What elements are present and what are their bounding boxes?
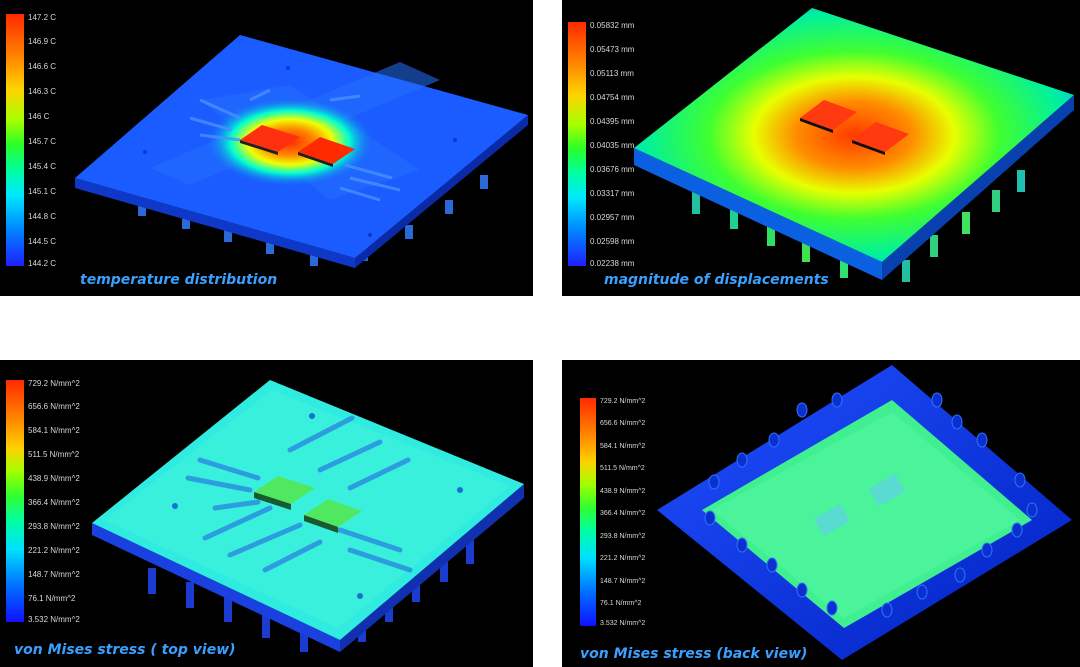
stress-back-color-legend: 729.2 N/mm^2 656.6 N/mm^2 584.1 N/mm^2 5…	[580, 398, 660, 627]
stress-top-plate-render	[92, 380, 524, 652]
legend-tick: 584.1 N/mm^2	[600, 443, 646, 450]
temperature-color-legend: 147.2 C 146.9 C 146.6 C 146.3 C 146 C 14…	[6, 13, 86, 268]
legend-tick: 0.02957 mm	[590, 213, 635, 222]
legend-tick: 729.2 N/mm^2	[28, 379, 80, 388]
legend-tick: 0.04754 mm	[590, 93, 635, 102]
legend-tick: 511.5 N/mm^2	[28, 450, 80, 459]
legend-tick: 148.7 N/mm^2	[28, 570, 80, 579]
legend-color-bar	[6, 14, 24, 266]
panel-caption: temperature distribution	[80, 272, 278, 288]
legend-tick: 146.6 C	[28, 62, 57, 71]
legend-tick: 438.9 N/mm^2	[28, 474, 80, 483]
legend-tick: 729.2 N/mm^2	[600, 398, 646, 405]
legend-tick: 144.2 C	[28, 259, 57, 268]
legend-tick: 656.6 N/mm^2	[28, 402, 80, 411]
legend-tick: 366.4 N/mm^2	[600, 510, 646, 517]
legend-tick: 144.5 C	[28, 237, 57, 246]
legend-tick: 0.02598 mm	[590, 237, 635, 246]
panel-caption: von Mises stress (back view)	[580, 646, 808, 662]
legend-tick: 147.2 C	[28, 13, 57, 22]
panel-caption: von Mises stress ( top view)	[14, 642, 236, 658]
stress-back-panel: 729.2 N/mm^2 656.6 N/mm^2 584.1 N/mm^2 5…	[562, 360, 1080, 667]
legend-tick: 366.4 N/mm^2	[28, 498, 80, 507]
legend-tick: 221.2 N/mm^2	[600, 555, 646, 562]
legend-tick: 146.9 C	[28, 37, 57, 46]
legend-color-bar	[6, 380, 24, 622]
legend-tick: 511.5 N/mm^2	[600, 465, 645, 472]
legend-tick: 0.03317 mm	[590, 189, 635, 198]
legend-color-bar	[580, 398, 596, 626]
panel-caption: magnitude of displacements	[604, 272, 829, 288]
temperature-panel: 147.2 C 146.9 C 146.6 C 146.3 C 146 C 14…	[0, 0, 533, 296]
legend-color-bar	[568, 22, 586, 266]
legend-tick: 0.03676 mm	[590, 165, 635, 174]
legend-tick: 0.04035 mm	[590, 141, 635, 150]
legend-tick: 221.2 N/mm^2	[28, 546, 80, 555]
legend-tick: 146 C	[28, 112, 50, 121]
legend-tick: 438.9 N/mm^2	[600, 488, 646, 495]
stress-top-color-legend: 729.2 N/mm^2 656.6 N/mm^2 584.1 N/mm^2 5…	[6, 379, 96, 624]
legend-tick: 144.8 C	[28, 212, 57, 221]
stress-back-plate-render	[657, 365, 1072, 660]
legend-tick: 145.4 C	[28, 162, 57, 171]
legend-tick: 146.3 C	[28, 87, 57, 96]
legend-tick: 76.1 N/mm^2	[28, 594, 76, 603]
displacement-plate-render	[634, 8, 1074, 282]
legend-tick: 148.7 N/mm^2	[600, 578, 646, 585]
displacement-panel: 0.05832 mm 0.05473 mm 0.05113 mm 0.04754…	[562, 0, 1080, 296]
legend-tick: 0.05113 mm	[590, 69, 634, 78]
legend-tick: 584.1 N/mm^2	[28, 426, 80, 435]
legend-tick: 0.05832 mm	[590, 21, 635, 30]
temperature-plate-render	[75, 35, 528, 268]
legend-tick: 76.1 N/mm^2	[600, 600, 642, 607]
legend-tick: 293.8 N/mm^2	[600, 533, 646, 540]
legend-tick: 145.7 C	[28, 137, 57, 146]
legend-tick: 656.6 N/mm^2	[600, 420, 646, 427]
displacement-color-legend: 0.05832 mm 0.05473 mm 0.05113 mm 0.04754…	[568, 21, 658, 268]
legend-tick: 3.532 N/mm^2	[28, 615, 80, 624]
stress-top-panel: 729.2 N/mm^2 656.6 N/mm^2 584.1 N/mm^2 5…	[0, 360, 533, 667]
legend-tick: 3.532 N/mm^2	[600, 620, 646, 627]
legend-tick: 293.8 N/mm^2	[28, 522, 80, 531]
legend-tick: 145.1 C	[28, 187, 57, 196]
legend-tick: 0.05473 mm	[590, 45, 635, 54]
legend-tick: 0.04395 mm	[590, 117, 635, 126]
legend-tick: 0.02238 mm	[590, 259, 635, 268]
